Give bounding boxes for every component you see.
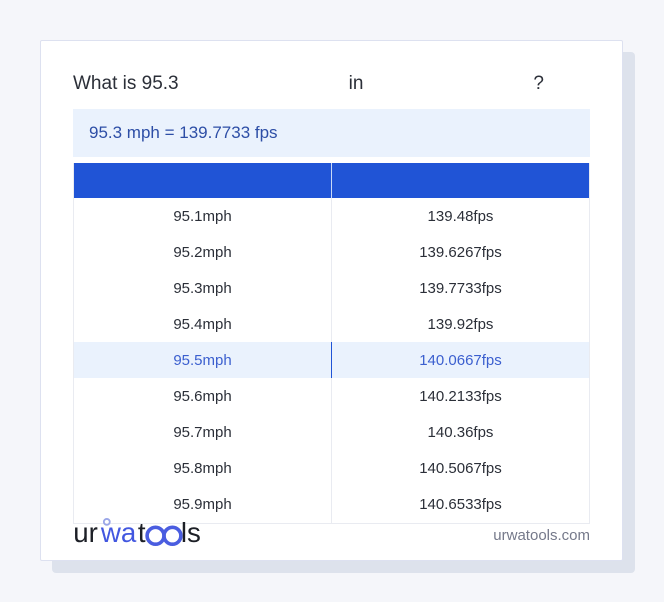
svg-text:ls: ls (181, 517, 201, 548)
svg-text:t: t (138, 517, 146, 548)
svg-text:ur: ur (73, 517, 98, 548)
svg-text:wa: wa (100, 517, 137, 548)
